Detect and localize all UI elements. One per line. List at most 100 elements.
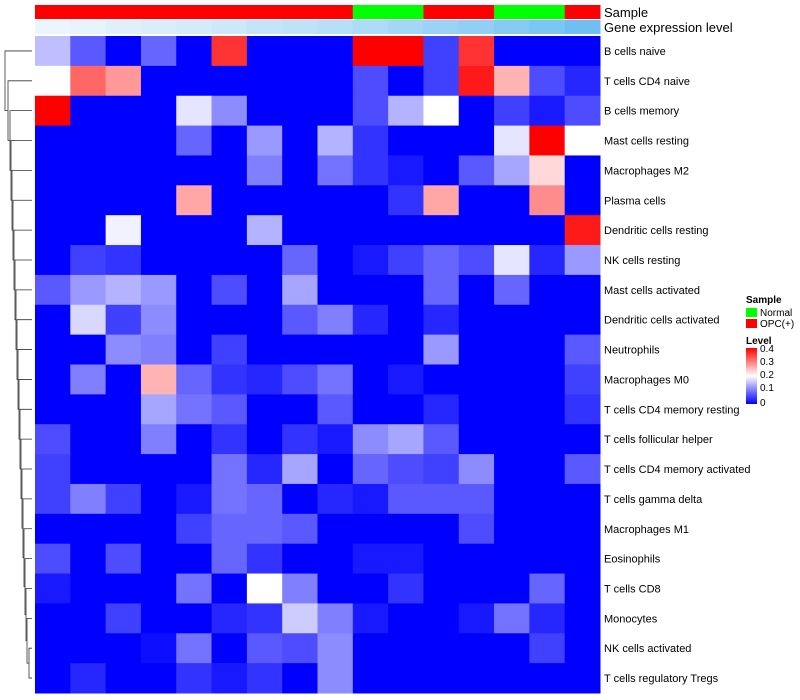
heatmap-cell [140, 663, 177, 694]
heatmap-cell [564, 274, 601, 306]
heatmap-cell [176, 424, 213, 455]
heatmap-cell [388, 155, 424, 186]
heatmap-cell [211, 155, 248, 186]
row-label: Eosinophils [604, 554, 661, 566]
heatmap-cell [105, 245, 142, 276]
gene-annotation-cell [140, 20, 177, 34]
heatmap-cell [529, 454, 566, 485]
heatmap-cell [70, 394, 107, 425]
heatmap-cell [211, 573, 248, 604]
heatmap-cell [35, 65, 71, 97]
heatmap-cell [282, 155, 318, 186]
row-label: Neutrophils [604, 345, 660, 357]
heatmap-cell [176, 334, 213, 365]
heatmap-cell [317, 603, 354, 634]
heatmap-cell [246, 483, 283, 515]
heatmap-cell [529, 155, 566, 186]
heatmap-cell [388, 633, 424, 664]
heatmap-cell [317, 245, 354, 276]
heatmap-cell [246, 95, 283, 127]
heatmap-cell [317, 334, 354, 365]
heatmap-cell [282, 543, 318, 575]
heatmap-cell [529, 185, 566, 216]
heatmap-cell [282, 274, 318, 306]
heatmap-cell [176, 185, 213, 216]
heatmap-cell [176, 155, 213, 186]
heatmap-cell [494, 633, 530, 664]
heatmap-cell [211, 483, 248, 515]
heatmap-cell [458, 36, 495, 67]
sample-annotation-cell [211, 5, 248, 19]
heatmap-cell [211, 125, 248, 156]
heatmap-cell [140, 513, 177, 545]
heatmap-cell [70, 185, 107, 216]
heatmap-cell [352, 274, 389, 306]
heatmap-cell [317, 185, 354, 216]
heatmap-cell [388, 334, 424, 365]
heatmap-cell [388, 394, 424, 425]
legend-opc-label: OPC(+) [760, 319, 794, 330]
heatmap-cell [388, 663, 424, 694]
gene-annotation-cell [211, 20, 248, 34]
heatmap-cell [352, 304, 389, 336]
heatmap-cell [140, 454, 177, 485]
heatmap-cell [352, 155, 389, 186]
heatmap-cell [529, 274, 566, 306]
heatmap-cell [494, 245, 530, 276]
heatmap-cell [458, 573, 495, 604]
heatmap-cell [529, 633, 566, 664]
gene-annotation-cell [317, 20, 354, 34]
heatmap-cell [423, 603, 460, 634]
gene-annotation-cell [458, 20, 495, 34]
heatmap-cell [423, 573, 460, 604]
heatmap-cell [423, 185, 460, 216]
heatmap-cell [282, 454, 318, 485]
heatmap-cell [105, 304, 142, 336]
heatmap-cell [529, 483, 566, 515]
heatmap-cell [35, 36, 71, 67]
heatmap-cell [317, 454, 354, 485]
heatmap-cell [246, 454, 283, 485]
heatmap-cell [388, 454, 424, 485]
heatmap-cell [529, 36, 566, 67]
heatmap-cell [105, 215, 142, 246]
heatmap-cell [317, 364, 354, 395]
heatmap-cell [70, 424, 107, 455]
heatmap-cell [388, 125, 424, 156]
heatmap-cell [246, 573, 283, 604]
row-label: T cells CD4 naive [604, 76, 690, 88]
heatmap-cell [282, 483, 318, 515]
heatmap-cell [282, 245, 318, 276]
heatmap-cell [423, 334, 460, 365]
heatmap-cell [458, 125, 495, 156]
heatmap-cell [458, 454, 495, 485]
row-label: Plasma cells [604, 195, 666, 207]
sample-annotation-cell [317, 5, 354, 19]
heatmap-cell [529, 573, 566, 604]
heatmap-cell [494, 483, 530, 515]
heatmap-cell [494, 185, 530, 216]
level-tick-0.4: 0.4 [760, 344, 774, 355]
heatmap-cell [352, 483, 389, 515]
heatmap-cell [282, 95, 318, 127]
heatmap-cell [176, 663, 213, 694]
heatmap-cell [105, 513, 142, 545]
heatmap-cell [140, 245, 177, 276]
heatmap-cell [317, 573, 354, 604]
heatmap-cell [317, 215, 354, 246]
heatmap-cell [423, 424, 460, 455]
heatmap-cell [317, 304, 354, 336]
heatmap-cell [211, 513, 248, 545]
heatmap-cell [564, 513, 601, 545]
heatmap-cell [423, 155, 460, 186]
heatmap-cell [352, 663, 389, 694]
heatmap-cell [458, 274, 495, 306]
heatmap-cell [246, 65, 283, 97]
sample-annotation-cell [176, 5, 213, 19]
heatmap-cell [105, 36, 142, 67]
heatmap-cell [458, 424, 495, 455]
heatmap-cell [388, 424, 424, 455]
heatmap-cell [494, 155, 530, 186]
heatmap-cell [246, 543, 283, 575]
row-label: T cells CD4 memory resting [604, 404, 740, 416]
